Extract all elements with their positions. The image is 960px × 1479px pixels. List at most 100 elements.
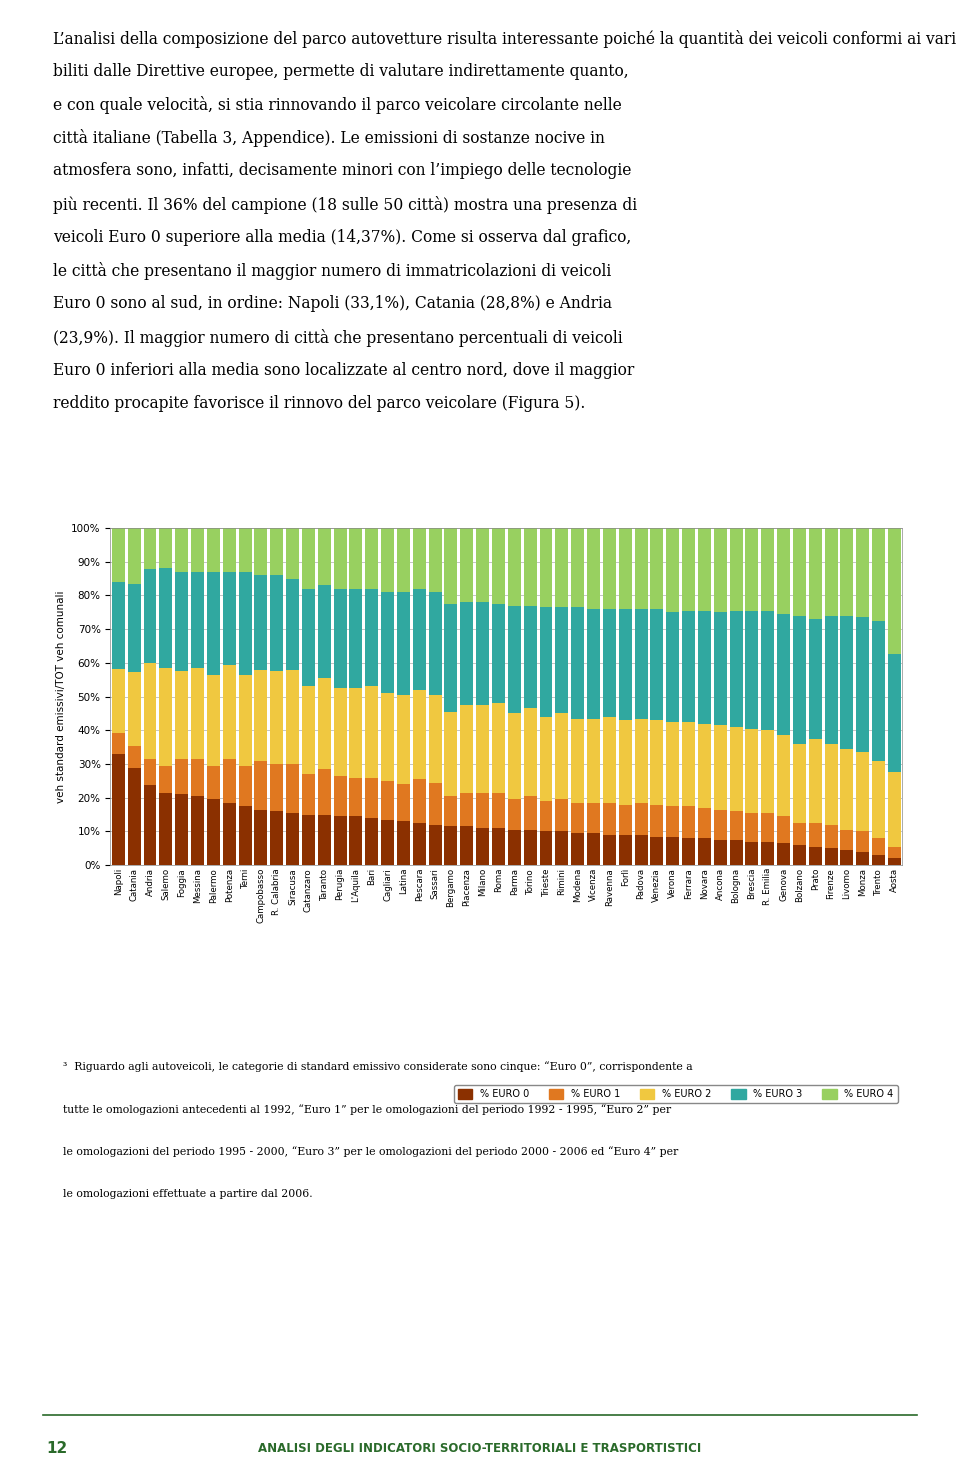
Bar [318,815,331,865]
Text: le omologazioni effettuate a partire dal 2006.: le omologazioni effettuate a partire dal… [63,1189,313,1199]
Bar [444,711,458,796]
Bar [635,528,648,609]
Bar [301,528,315,589]
Bar [159,528,173,568]
Bar [206,674,220,766]
Bar [777,816,790,843]
Bar [476,528,490,602]
Bar [603,834,616,865]
Bar [666,806,680,837]
Bar [428,592,442,695]
Bar [618,805,632,834]
Bar [365,818,378,865]
Bar [808,528,822,620]
Bar [540,608,553,717]
Bar [523,528,537,605]
Bar [587,528,600,609]
Bar [476,602,490,705]
Bar [682,722,695,806]
Bar [333,528,347,589]
Bar [523,605,537,708]
Bar [428,528,442,592]
Bar [682,611,695,722]
Bar [840,615,853,748]
Bar [460,602,473,705]
Bar [111,581,125,670]
Bar [650,528,663,609]
Bar [713,612,727,725]
Bar [571,528,585,608]
Bar [254,575,268,670]
Bar [650,837,663,865]
Bar [587,719,600,803]
Bar [476,793,490,828]
Bar [682,528,695,611]
Bar [523,830,537,865]
Bar [587,833,600,865]
Bar [761,731,775,813]
Bar [713,528,727,612]
Bar [492,704,505,793]
Bar [333,816,347,865]
Bar [872,760,885,839]
Bar [730,812,743,840]
Bar [301,589,315,686]
Bar [508,830,521,865]
Bar [460,705,473,793]
Bar [206,766,220,800]
Text: tutte le omologazioni antecedenti al 1992, “Euro 1” per le omologazioni del peri: tutte le omologazioni antecedenti al 199… [63,1103,671,1115]
Bar [872,528,885,621]
Bar [128,768,141,865]
Bar [587,803,600,833]
Bar [808,846,822,865]
Text: atmosfera sono, infatti, decisamente minori con l’impiego delle tecnologie: atmosfera sono, infatti, decisamente min… [53,163,631,179]
Bar [713,809,727,840]
Bar [808,822,822,846]
Bar [540,717,553,802]
Text: (23,9%). Il maggior numero di città che presentano percentuali di veicoli: (23,9%). Il maggior numero di città che … [53,328,622,346]
Bar [381,781,395,819]
Bar [666,612,680,722]
Bar [635,803,648,834]
Bar [555,528,568,608]
Bar [349,778,363,816]
Bar [698,611,711,723]
Bar [191,572,204,669]
Bar [666,722,680,806]
Bar [286,670,300,765]
Bar [413,822,426,865]
Bar [254,760,268,809]
Text: (Fonte: ACI): (Fonte: ACI) [501,466,584,481]
Text: e con quale velocità, si stia rinnovando il parco veicolare circolante nelle: e con quale velocità, si stia rinnovando… [53,96,621,114]
Bar [206,528,220,572]
Bar [618,609,632,720]
Bar [508,800,521,830]
Bar [238,766,252,806]
Bar [206,800,220,865]
Bar [618,528,632,609]
Bar [413,589,426,689]
Bar [444,827,458,865]
Bar [396,592,410,695]
Bar [872,621,885,760]
Bar [191,796,204,865]
Bar [793,822,806,845]
Bar [381,592,395,694]
Text: 12: 12 [46,1441,67,1455]
Bar [555,713,568,800]
Bar [650,609,663,720]
Bar [318,586,331,677]
Bar [476,828,490,865]
Bar [159,766,173,793]
Bar [223,803,236,865]
Bar [888,858,901,865]
Bar [540,528,553,608]
Bar [571,719,585,803]
Bar [508,528,521,605]
Bar [428,782,442,825]
Bar [508,605,521,713]
Bar [555,831,568,865]
Text: le città che presentano il maggior numero di immatricolazioni di veicoli: le città che presentano il maggior numer… [53,262,612,280]
Bar [381,694,395,781]
Bar [713,725,727,809]
